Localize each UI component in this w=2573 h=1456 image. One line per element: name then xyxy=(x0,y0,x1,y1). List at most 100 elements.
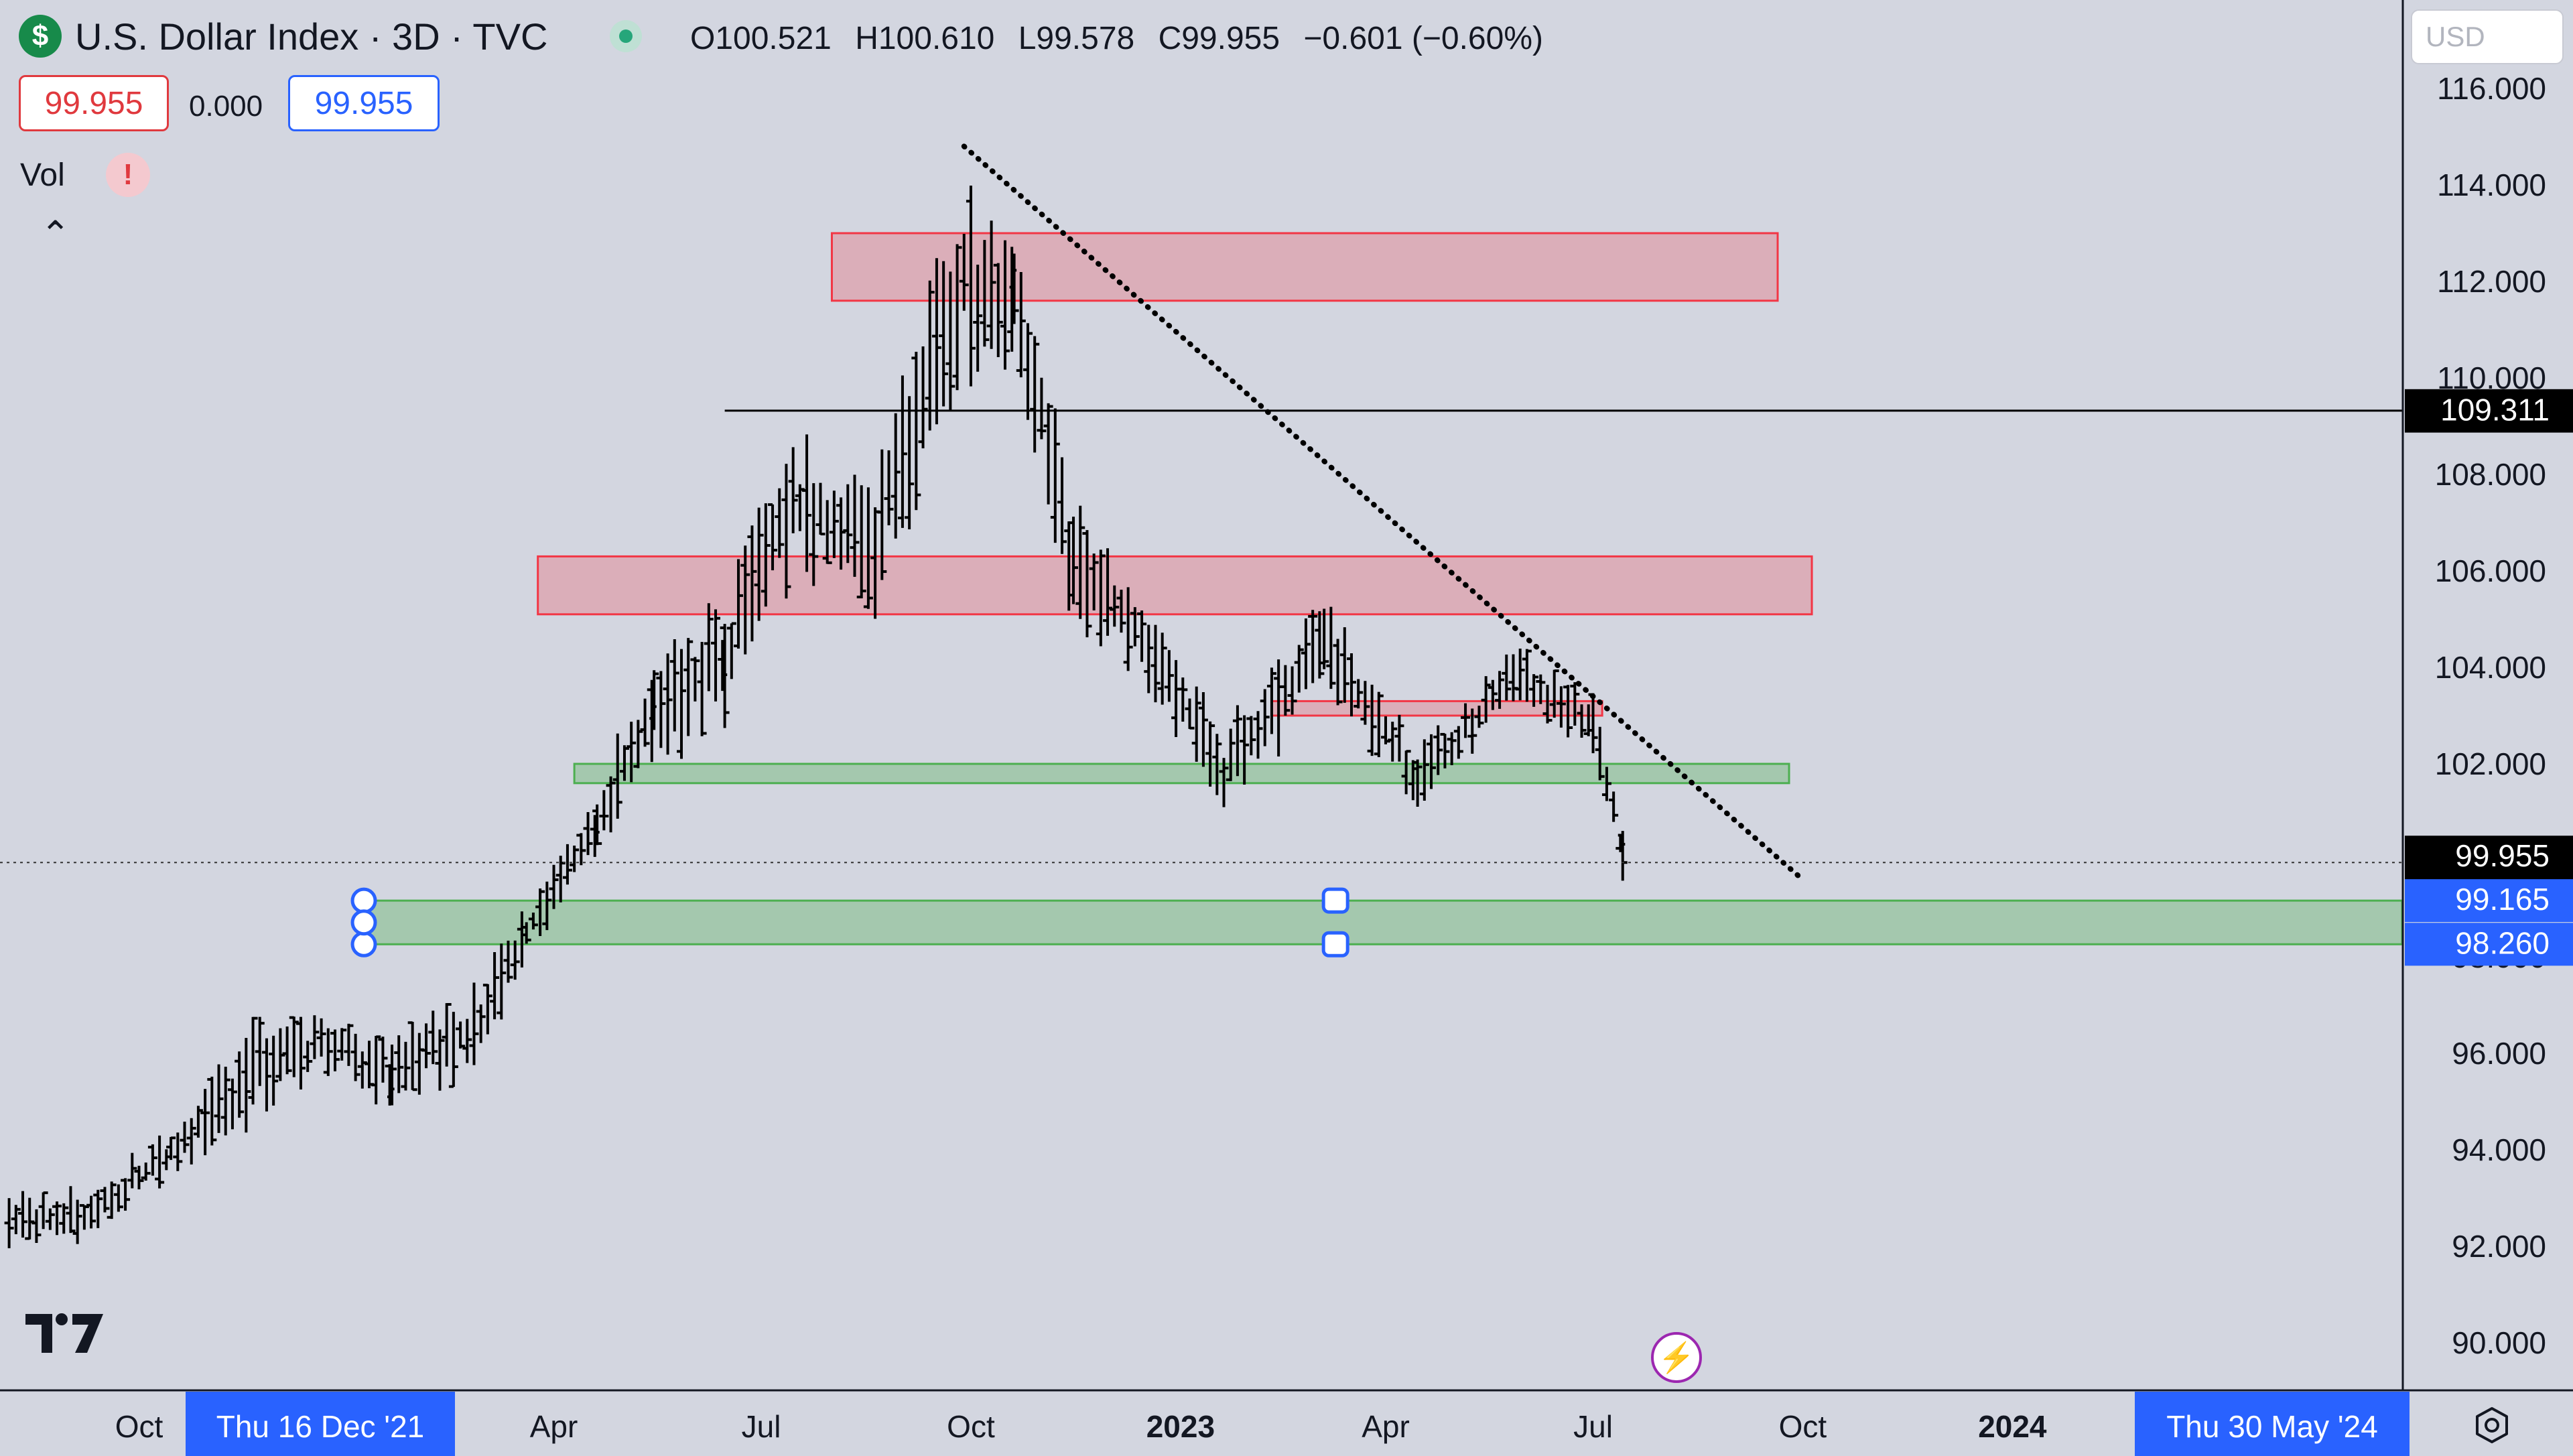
ohlc-bar xyxy=(1185,698,1195,730)
ohlc-bar xyxy=(100,1187,110,1213)
ohlc-bar xyxy=(740,545,750,655)
ohlc-bar xyxy=(1556,686,1566,728)
lightning-icon[interactable]: ⚡ xyxy=(1651,1332,1702,1383)
resize-handle[interactable] xyxy=(350,909,377,936)
buy-button[interactable]: 99.955 xyxy=(288,75,440,131)
time-tick-label: Oct xyxy=(115,1409,163,1444)
price-label: 99.165 xyxy=(2455,882,2550,917)
ohlc-bar xyxy=(877,449,887,580)
ohlc-bar xyxy=(836,497,846,570)
time-highlight-label: Thu 16 Dec '21 xyxy=(216,1409,425,1444)
ohlc-bar xyxy=(1157,633,1167,705)
ohlc-bar xyxy=(754,507,764,621)
price-tick-label: 90.000 xyxy=(2452,1325,2546,1360)
ohlc-bar xyxy=(850,474,860,577)
resize-handle[interactable] xyxy=(1321,887,1349,914)
sell-button[interactable]: 99.955 xyxy=(19,75,169,131)
ohlc-bar xyxy=(775,488,785,558)
ohlc-bar xyxy=(490,952,500,1020)
price-tick-label: 112.000 xyxy=(2437,264,2546,299)
time-tick-label: Jul xyxy=(742,1409,781,1444)
chevron-up-icon[interactable]: ⌃ xyxy=(40,214,71,255)
ohlc-bar xyxy=(121,1178,131,1211)
symbol-title[interactable]: U.S. Dollar Index · 3D · TVC xyxy=(75,15,548,58)
ohlc-bar xyxy=(959,233,969,311)
ohlc-bar xyxy=(1467,708,1477,754)
ohlc-bar xyxy=(1536,674,1546,704)
ohlc-bar xyxy=(1082,530,1092,638)
currency-select[interactable]: USD xyxy=(2411,9,2564,64)
support-zone[interactable] xyxy=(368,899,2403,945)
ohlc-bar xyxy=(448,1012,458,1088)
dollar-icon[interactable]: $ xyxy=(19,15,62,58)
ohlc-bar xyxy=(1253,711,1263,759)
ohlc-bar xyxy=(1461,703,1471,738)
ohlc-bar xyxy=(890,413,901,539)
resize-handle[interactable] xyxy=(1321,931,1349,957)
ohlc-bar xyxy=(323,1028,333,1076)
ohlc-bar xyxy=(428,1010,438,1065)
ohlc-bar xyxy=(456,1021,466,1049)
ohlc-bar xyxy=(1319,608,1329,669)
ohlc-bar xyxy=(966,186,976,387)
ohlc-bar xyxy=(1240,715,1250,785)
ohlc-bar xyxy=(939,261,949,407)
ohlc-change: −0.601 (−0.60%) xyxy=(1303,21,1543,56)
ohlc-bar xyxy=(261,1038,271,1112)
ohlc-high: H100.610 xyxy=(855,21,995,56)
ohlc-bar xyxy=(357,1051,367,1089)
support-zone[interactable] xyxy=(573,763,1790,785)
ohlc-bar xyxy=(1075,505,1085,619)
ohlc-bar xyxy=(1123,587,1133,671)
ohlc-bar xyxy=(1360,681,1370,725)
price-tick-label: 96.000 xyxy=(2452,1036,2546,1071)
ohlc-bar xyxy=(986,220,996,349)
ohlc-bar xyxy=(295,1016,306,1090)
ohlc-bar xyxy=(683,638,694,736)
ohlc-bar xyxy=(510,940,520,980)
ohlc-bar xyxy=(952,244,962,391)
ohlc-bar xyxy=(768,503,778,571)
price-label-box xyxy=(2405,879,2573,923)
ohlc-bar xyxy=(1219,758,1229,807)
tradingview-logo-icon[interactable] xyxy=(25,1310,106,1357)
ohlc-bar xyxy=(248,1016,258,1105)
market-status-icon[interactable] xyxy=(610,20,642,52)
ohlc-bar xyxy=(1069,517,1079,604)
ohlc-bar xyxy=(31,1209,42,1243)
ohlc-bar xyxy=(761,503,771,607)
ohlc-bar xyxy=(1339,627,1349,703)
ohlc-bar xyxy=(1374,691,1384,758)
ohlc-bar xyxy=(18,1191,28,1238)
dotted-trendline[interactable] xyxy=(961,143,1806,882)
ohlc-bar xyxy=(1137,610,1147,662)
price-tick-label: 106.000 xyxy=(2435,553,2546,588)
ohlc-bar xyxy=(1232,705,1242,777)
gear-icon[interactable] xyxy=(2472,1406,2511,1445)
ohlc-bar xyxy=(462,1018,472,1063)
ohlc-bar xyxy=(802,434,812,572)
ohlc-bar xyxy=(980,240,990,347)
resistance-zone[interactable] xyxy=(537,555,1813,616)
ohlc-bar xyxy=(1191,686,1201,762)
ohlc-bar xyxy=(1488,679,1498,710)
ohlc-bar xyxy=(1171,660,1181,738)
ohlc-bar xyxy=(214,1064,224,1133)
ohlc-bar xyxy=(599,790,609,831)
resistance-zone[interactable] xyxy=(830,232,1779,302)
price-tick-label: 108.000 xyxy=(2435,457,2546,492)
price-label-box xyxy=(2405,923,2573,966)
ohlc-bar xyxy=(884,450,894,526)
ohlc-bar xyxy=(583,811,593,856)
ohlc-bar xyxy=(1057,457,1067,554)
ohlc-bar xyxy=(704,603,714,691)
warning-icon[interactable]: ! xyxy=(106,153,150,197)
ohlc-bar xyxy=(1260,689,1270,746)
volume-indicator-label[interactable]: Vol xyxy=(20,157,65,193)
ohlc-bar xyxy=(1116,590,1126,633)
resize-handle[interactable] xyxy=(350,887,377,914)
ohlc-bar xyxy=(711,609,721,702)
resize-handle[interactable] xyxy=(350,931,377,957)
ohlc-bar xyxy=(1481,676,1491,723)
